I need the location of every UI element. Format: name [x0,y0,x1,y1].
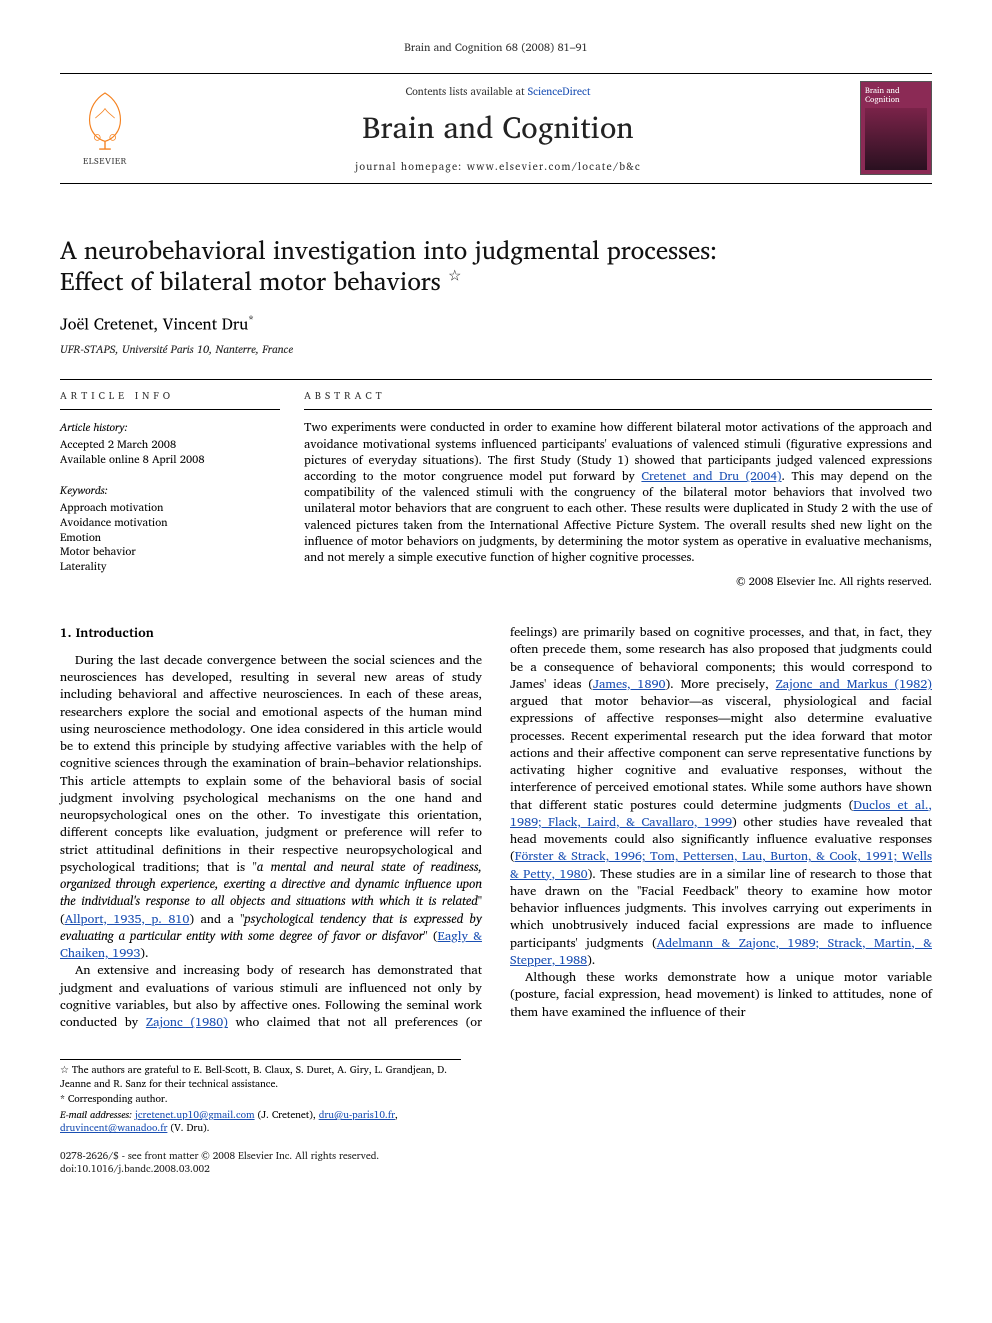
publisher-logo-block: ELSEVIER [60,89,150,167]
journal-title: Brain and Cognition [150,108,846,149]
footer-meta: 0278-2626/$ - see front matter © 2008 El… [60,1150,932,1177]
article-body: 1. Introduction During the last decade c… [60,624,932,1031]
publisher-name: ELSEVIER [83,155,127,167]
abstract-copyright: © 2008 Elsevier Inc. All rights reserved… [304,574,932,589]
footnote-emails: E-mail addresses: jcretenet.up10@gmail.c… [60,1109,461,1136]
email-who: (J. Cretenet), [255,1107,319,1123]
footnote-star: ☆ The authors are grateful to E. Bell-Sc… [60,1064,461,1091]
body-text: During the last decade convergence betwe… [60,650,482,877]
contents-prefix: Contents lists available at [406,82,528,100]
journal-cover-thumbnail: Brain and Cognition [860,81,932,175]
footnote-corresponding: * Corresponding author. [60,1093,461,1107]
doi-line: doi:10.1016/j.bandc.2008.03.002 [60,1163,932,1177]
masthead-center: Contents lists available at ScienceDirec… [150,80,846,177]
section-heading: 1. Introduction [60,624,482,642]
body-text: Although these works demonstrate how a u… [510,967,932,1022]
author-email-link[interactable]: dru@u-paris10.fr [319,1107,395,1123]
history-line: Available online 8 April 2008 [60,452,280,467]
info-abstract-row: article info Article history: Accepted 2… [60,379,932,590]
article-info-label: article info [60,380,280,411]
contents-list-line: Contents lists available at ScienceDirec… [150,84,846,98]
body-text: " ( [424,926,438,946]
masthead-right: Brain and Cognition [846,81,932,175]
abstract-column: abstract Two experiments were conducted … [304,380,932,590]
email-sep: , [395,1107,398,1123]
journal-homepage: journal homepage: www.elsevier.com/locat… [150,159,846,173]
authors-text: Joël Cretenet, Vincent Dru [60,312,248,338]
elsevier-tree-icon [76,89,134,153]
footnotes-block: ☆ The authors are grateful to E. Bell-Sc… [60,1059,461,1136]
author-list: Joël Cretenet, Vincent Dru* [60,312,932,336]
citation-link[interactable]: Zajonc (1980) [146,1012,228,1032]
article-info-column: article info Article history: Accepted 2… [60,380,304,590]
abstract-body: Two experiments were conducted in order … [304,420,932,566]
article-history-block: Article history: Accepted 2 March 2008 A… [60,420,280,467]
title-footnote-marker: ☆ [448,263,461,288]
body-paragraph: Although these works demonstrate how a u… [510,969,932,1021]
email-who: (V. Dru). [167,1120,209,1136]
affiliation: UFR-STAPS, Université Paris 10, Nanterre… [60,342,932,357]
history-heading: Article history: [60,420,280,435]
keyword: Laterality [60,559,280,574]
running-head: Brain and Cognition 68 (2008) 81–91 [60,40,932,55]
keywords-block: Keywords: Approach motivation Avoidance … [60,483,280,574]
corresponding-marker: * [248,310,254,328]
sciencedirect-link[interactable]: ScienceDirect [528,82,591,100]
cover-thumb-image [865,108,927,170]
article-title: A neurobehavioral investigation into jud… [60,234,932,297]
body-paragraph: During the last decade convergence betwe… [60,652,482,963]
cover-thumb-title: Brain and Cognition [865,86,927,104]
journal-masthead: ELSEVIER Contents lists available at Sci… [60,73,932,184]
article-title-line2: Effect of bilateral motor behaviors [60,260,441,301]
keywords-heading: Keywords: [60,483,280,498]
author-email-link[interactable]: druvincent@wanadoo.fr [60,1120,167,1136]
abstract-label: abstract [304,380,932,411]
